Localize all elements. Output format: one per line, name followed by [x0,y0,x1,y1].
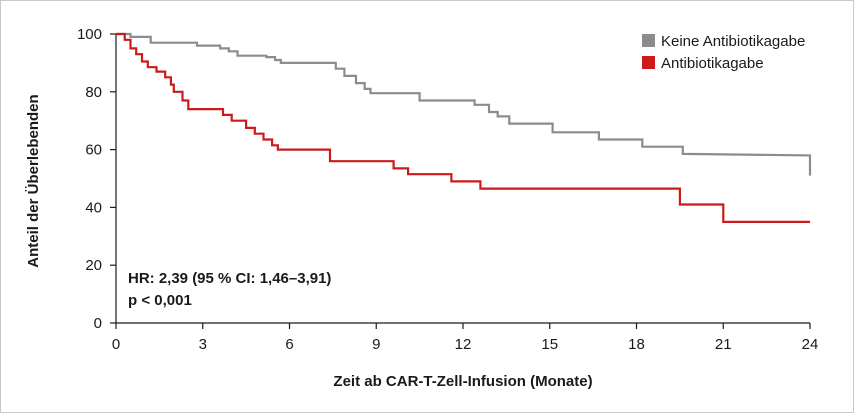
x-tick-label: 0 [112,336,120,353]
series-line-antibiotikagabe [116,32,810,223]
y-axis-title: Anteil der Überlebenden [25,94,42,267]
series-line-keine-antibiotikagabe [116,32,812,176]
y-tick-label: 40 [85,199,102,216]
y-axis-ticks: 0 20 40 60 80 100 [77,26,116,332]
x-tick-label: 21 [715,336,732,353]
series-layer [116,32,812,223]
hazard-ratio-annotation: HR: 2,39 (95 % CI: 1,46–3,91) [128,270,331,287]
legend-label-keine: Keine Antibiotikagabe [661,33,805,50]
x-tick-label: 24 [802,336,819,353]
y-tick-label: 80 [85,84,102,101]
y-tick-label: 0 [94,315,102,332]
y-tick-label: 60 [85,142,102,159]
x-tick-label: 3 [199,336,207,353]
legend-label-antibiotika: Antibiotikagabe [661,55,764,72]
legend-swatch-keine [642,34,655,47]
p-value-annotation: p < 0,001 [128,292,192,309]
y-tick-label: 100 [77,26,102,43]
x-axis-ticks: 0 3 6 9 12 15 18 21 24 [112,323,819,353]
x-tick-label: 9 [372,336,380,353]
x-tick-label: 15 [541,336,558,353]
legend-swatch-antibiotika [642,56,655,69]
x-tick-label: 18 [628,336,645,353]
x-axis-title: Zeit ab CAR-T-Zell-Infusion (Monate) [333,373,592,390]
legend: Keine Antibiotikagabe Antibiotikagabe [642,33,805,72]
y-tick-label: 20 [85,257,102,274]
x-tick-label: 6 [285,336,293,353]
x-tick-label: 12 [455,336,472,353]
